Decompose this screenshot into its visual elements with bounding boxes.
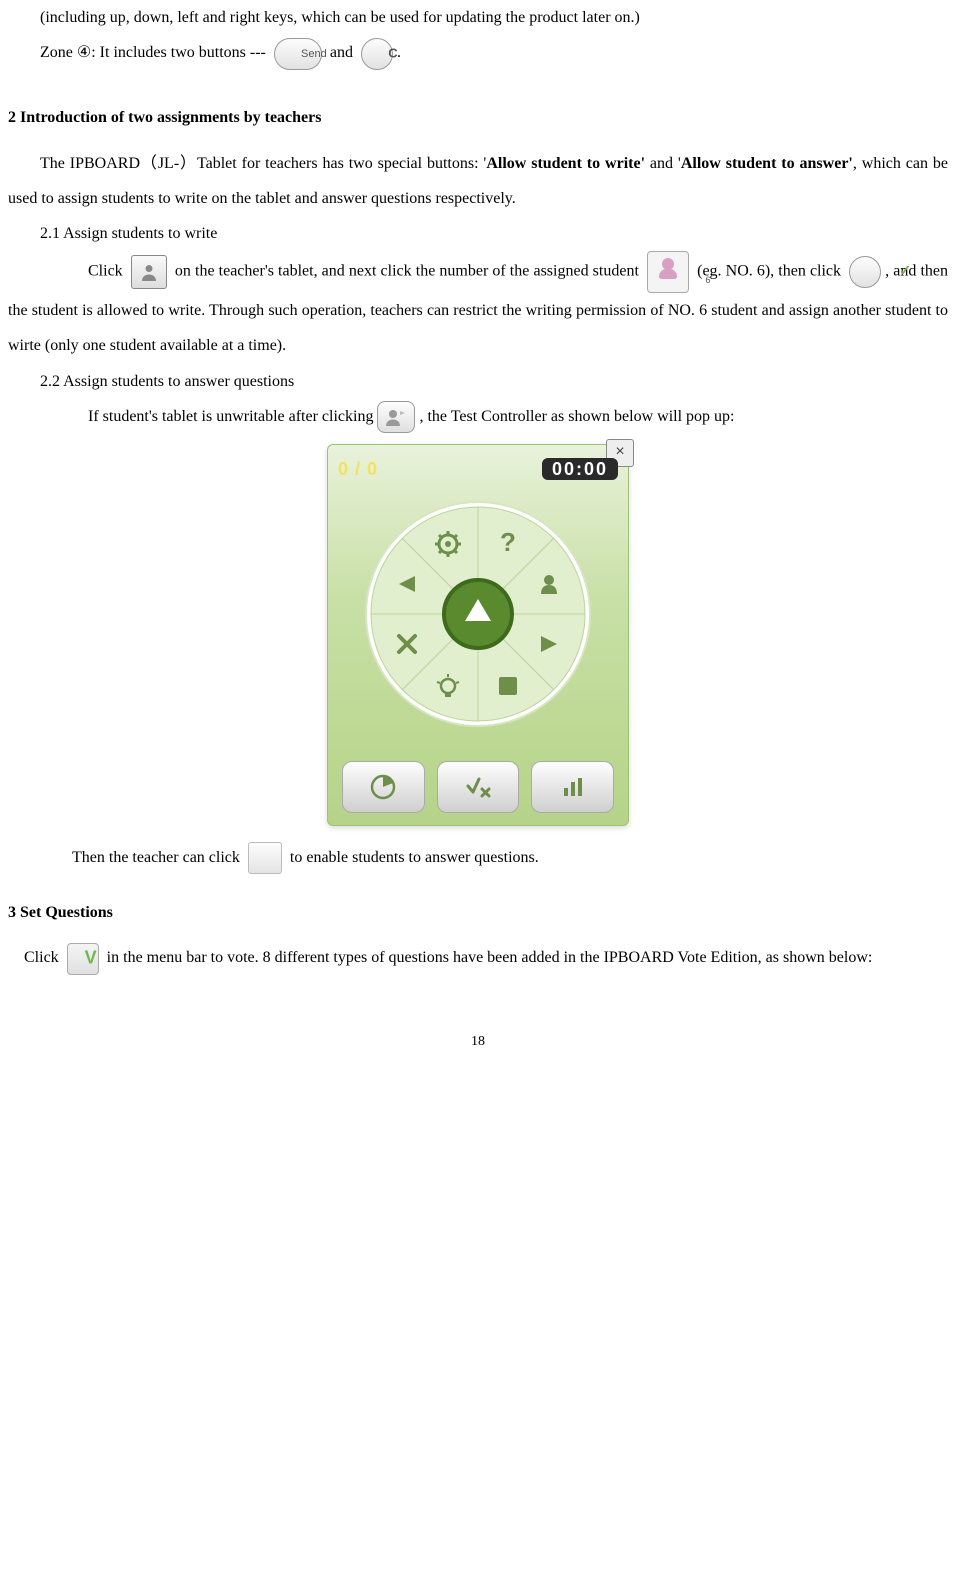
s21-a: Click [88, 263, 127, 280]
clear-c-button-icon [361, 38, 393, 70]
section21-body: Click on the teacher's tablet, and next … [8, 251, 948, 363]
page-number: 18 [8, 1035, 948, 1049]
controller-pie-button[interactable] [342, 761, 425, 813]
section3-body: Click in the menu bar to vote. 8 differe… [8, 940, 948, 975]
s22-after-b: to enable students to answer questions. [290, 849, 539, 866]
test-controller-panel: × 0 / 0 00:00 [327, 444, 629, 826]
section21-heading: 2.1 Assign students to write [8, 216, 948, 251]
controller-score: 0 / 0 [338, 460, 378, 478]
s2-intro-a: The IPBOARD（JL-）Tablet for teachers has … [40, 155, 486, 172]
enable-answer-blank-icon [248, 842, 282, 874]
s2-intro-bold2: Allow student to answer' [681, 155, 853, 172]
allow-answer-icon [377, 401, 415, 433]
section22-heading: 2.2 Assign students to answer questions [8, 364, 948, 399]
s22-after-a: Then the teacher can click [72, 849, 244, 866]
section2-intro: The IPBOARD（JL-）Tablet for teachers has … [8, 146, 948, 216]
teacher-person-icon [131, 255, 167, 289]
s2-intro-b: and ' [645, 155, 681, 172]
controller-checkx-button[interactable] [437, 761, 520, 813]
dial-question-icon[interactable]: ? [500, 527, 516, 557]
send-button-icon [274, 38, 322, 70]
section22-after: Then the teacher can click to enable stu… [8, 840, 948, 875]
section22-body: If student's tablet is unwritable after … [8, 399, 948, 434]
zone4-text-b: and [330, 44, 357, 61]
controller-barchart-button[interactable] [531, 761, 614, 813]
section2-heading: 2 Introduction of two assignments by tea… [8, 100, 948, 135]
test-controller-figure: × 0 / 0 00:00 [8, 444, 948, 830]
controller-dial: ? [363, 499, 593, 729]
section3-heading: 3 Set Questions [8, 895, 948, 930]
vote-v-icon [67, 943, 99, 975]
zone4-para: Zone ④: It includes two buttons --- and … [8, 35, 948, 70]
s3-b: in the menu bar to vote. 8 different typ… [107, 949, 873, 966]
dial-stop-icon[interactable] [499, 677, 517, 695]
controller-timer: 00:00 [542, 458, 618, 480]
zone-keys-note: (including up, down, left and right keys… [8, 0, 948, 35]
s22-a: If student's tablet is unwritable after … [88, 408, 373, 425]
zone4-text-a: Zone ④: It includes two buttons --- [40, 44, 270, 61]
s21-b: on the teacher's tablet, and next click … [175, 263, 643, 280]
student-number-6-icon: 6 [647, 251, 689, 293]
s22-b: , the Test Controller as shown below wil… [419, 408, 734, 425]
confirm-tick-icon [849, 256, 881, 288]
s2-intro-bold1: Allow student to write' [486, 155, 645, 172]
s3-a: Click [24, 949, 63, 966]
